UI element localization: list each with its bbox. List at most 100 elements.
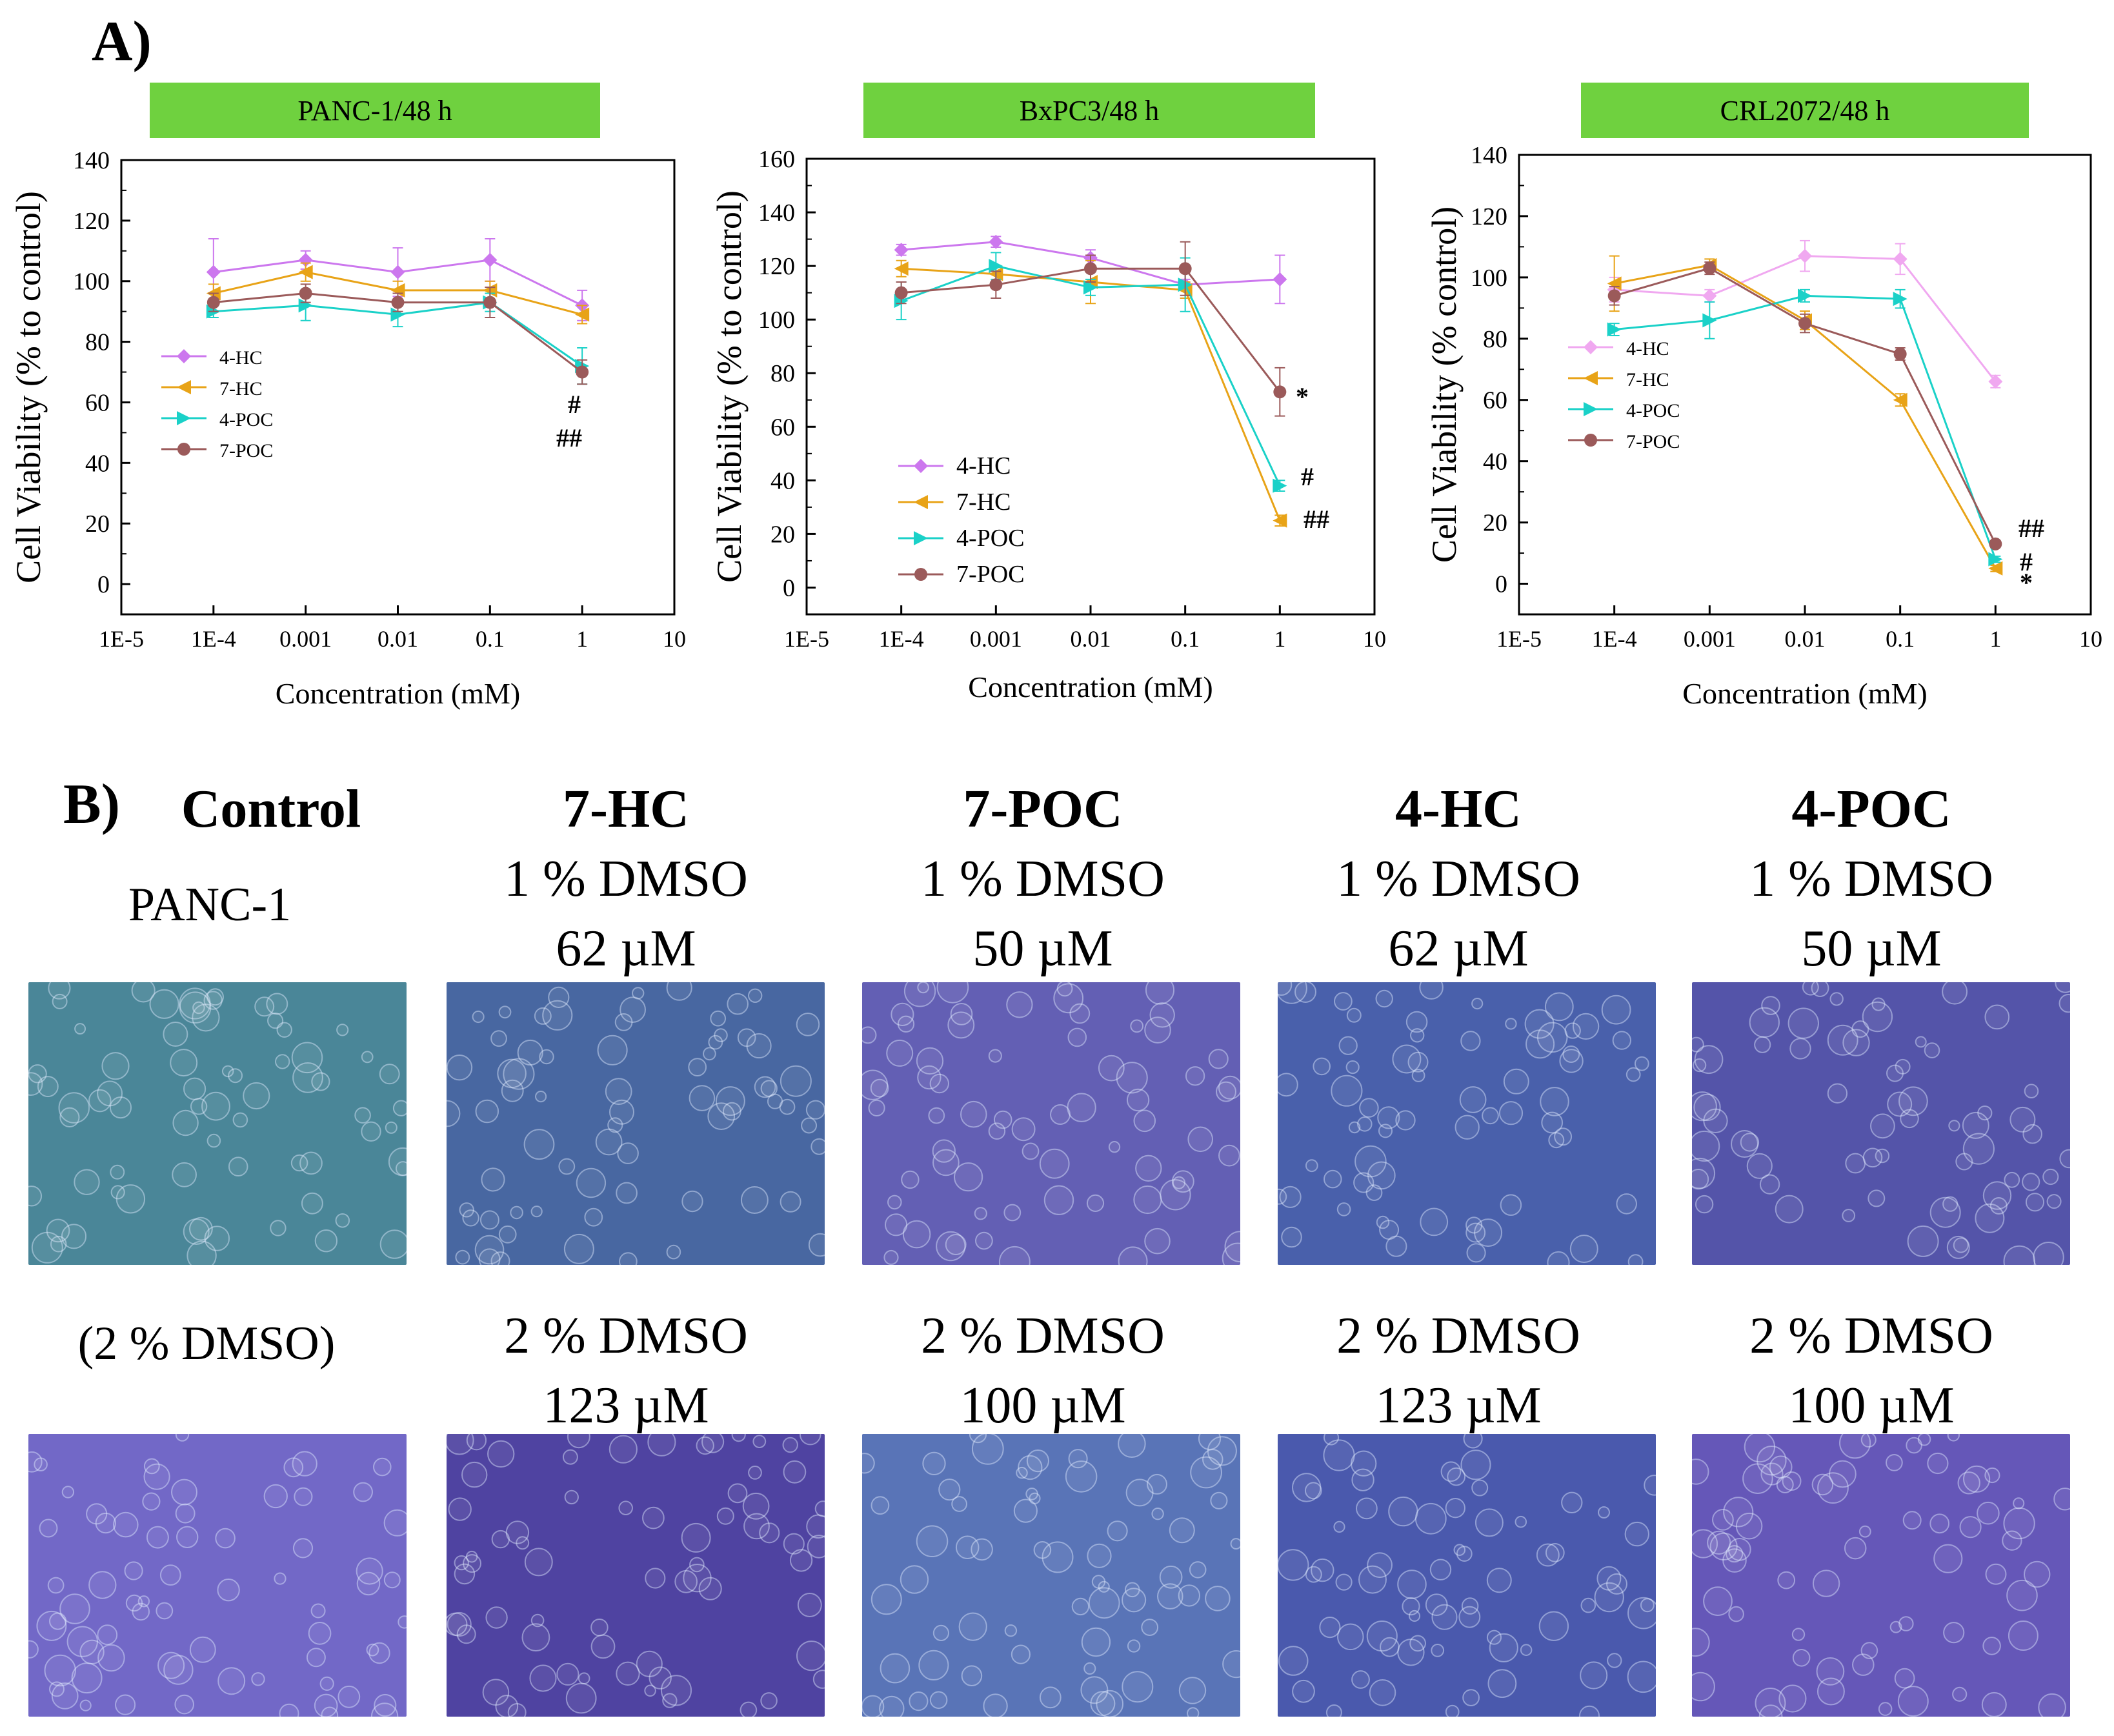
- cell-shape: [1540, 1087, 1569, 1116]
- micrograph-texture: [28, 982, 407, 1265]
- cell-shape: [1419, 982, 1444, 1000]
- cell-shape: [539, 1049, 554, 1065]
- cell-shape: [392, 1100, 407, 1116]
- cell-shape: [558, 1158, 576, 1175]
- cell-shape: [142, 1492, 161, 1511]
- cell-shape: [2059, 1149, 2070, 1169]
- cell-shape: [1707, 1530, 1731, 1555]
- cell-shape: [988, 1122, 1006, 1140]
- cell-shape: [862, 1069, 889, 1100]
- chart2-point-4poc: [1273, 478, 1287, 493]
- col-4poc-conc-2: 100 µM: [1788, 1377, 1955, 1434]
- chart3-ytick-label-80: 80: [1483, 326, 1507, 353]
- cell-shape: [1279, 1186, 1302, 1208]
- cell-shape: [201, 1091, 230, 1121]
- micrograph-haze: [1278, 982, 1656, 1265]
- cell-shape: [1754, 1036, 1771, 1053]
- cell-shape: [490, 1251, 510, 1265]
- cell-shape: [1870, 1113, 1895, 1139]
- cell-shape: [614, 1013, 633, 1031]
- cell-shape: [1842, 1029, 1870, 1056]
- cell-shape: [1402, 1597, 1420, 1616]
- cell-shape: [279, 1703, 299, 1717]
- cell-shape: [1952, 1686, 1968, 1702]
- cell-shape: [482, 1679, 510, 1706]
- chart2-point-4poc: [989, 259, 1003, 274]
- cell-shape: [681, 1190, 703, 1213]
- cell-shape: [61, 1224, 87, 1249]
- cell-shape: [1351, 1468, 1374, 1491]
- chart2-legend-label-4poc: 4-POC: [956, 525, 1025, 552]
- cell-shape: [578, 1672, 590, 1685]
- col-4hc-conc-2: 123 µM: [1375, 1377, 1542, 1434]
- chart1-point-7poc: [483, 296, 497, 309]
- cell-shape: [228, 1068, 243, 1084]
- chart1-ytick-label-140: 140: [73, 147, 110, 174]
- cell-shape: [79, 1639, 105, 1664]
- cell-shape: [1205, 1586, 1231, 1611]
- cell-shape: [960, 1100, 987, 1128]
- cell-shape: [1580, 1661, 1608, 1690]
- cell-shape: [619, 996, 647, 1023]
- cell-shape: [565, 1682, 597, 1714]
- cell-shape: [1460, 1449, 1491, 1480]
- cell-shape: [232, 1112, 248, 1128]
- cell-shape: [51, 1682, 79, 1710]
- cell-shape: [1018, 1455, 1043, 1480]
- cell-shape: [176, 1526, 199, 1549]
- cell-shape: [461, 1461, 488, 1488]
- cell-shape: [1489, 1633, 1518, 1662]
- cell-shape: [1955, 1153, 1973, 1171]
- cell-shape: [49, 1681, 65, 1697]
- chart2-ytick-label-120: 120: [758, 253, 795, 280]
- cell-shape: [1378, 1124, 1393, 1138]
- cell-shape: [938, 1479, 961, 1501]
- micrograph-7hc-row2: [447, 1434, 825, 1717]
- cell-shape: [1817, 1472, 1849, 1504]
- cell-shape: [1709, 1532, 1738, 1560]
- chart1-xtick-label-3: 0.01: [378, 626, 418, 652]
- chart2-xtick-label-4: 0.1: [1171, 626, 1200, 652]
- micrograph-haze: [862, 982, 1240, 1265]
- cell-shape: [1172, 1176, 1186, 1189]
- cell-shape: [1466, 1243, 1486, 1263]
- cell-shape: [465, 1550, 478, 1563]
- cell-shape: [666, 1244, 681, 1260]
- cell-shape: [116, 1184, 146, 1214]
- cell-line-label: PANC-1: [128, 878, 292, 931]
- cell-shape: [1787, 1007, 1820, 1039]
- cell-shape: [1016, 1466, 1028, 1479]
- cell-shape: [113, 1511, 139, 1538]
- cell-shape: [1607, 1653, 1622, 1668]
- cell-shape: [929, 1691, 948, 1710]
- cell-shape: [1963, 1465, 1991, 1493]
- cell-shape: [595, 1128, 623, 1156]
- cell-shape: [1544, 992, 1574, 1022]
- cell-shape: [1851, 1020, 1869, 1038]
- cell-shape: [1924, 1042, 1940, 1058]
- cell-shape: [1218, 1144, 1240, 1167]
- chart1-point-7hc: [575, 307, 590, 322]
- cell-shape: [1946, 1235, 1970, 1259]
- cell-shape: [805, 1100, 825, 1120]
- cell-shape: [163, 1655, 194, 1685]
- cell-shape: [1367, 1552, 1393, 1579]
- cell-shape: [1091, 1575, 1106, 1589]
- cell-shape: [447, 1055, 473, 1081]
- cell-shape: [28, 1186, 43, 1207]
- cell-shape: [1278, 1188, 1287, 1205]
- cell-shape: [806, 1514, 825, 1539]
- cell-shape: [1147, 1473, 1167, 1495]
- chart2-ytick-label-0: 0: [783, 574, 795, 601]
- cell-shape: [463, 1554, 481, 1573]
- cell-shape: [379, 1064, 400, 1085]
- cell-shape: [1369, 1679, 1396, 1706]
- cell-shape: [607, 1117, 623, 1133]
- cell-shape: [189, 1216, 213, 1241]
- cell-shape: [1867, 1189, 1886, 1207]
- cell-shape: [217, 1579, 240, 1602]
- cell-shape: [936, 982, 969, 1004]
- chart1-ytick-label-20: 20: [85, 510, 110, 538]
- cell-shape: [922, 1451, 946, 1475]
- cell-shape: [1782, 1471, 1802, 1491]
